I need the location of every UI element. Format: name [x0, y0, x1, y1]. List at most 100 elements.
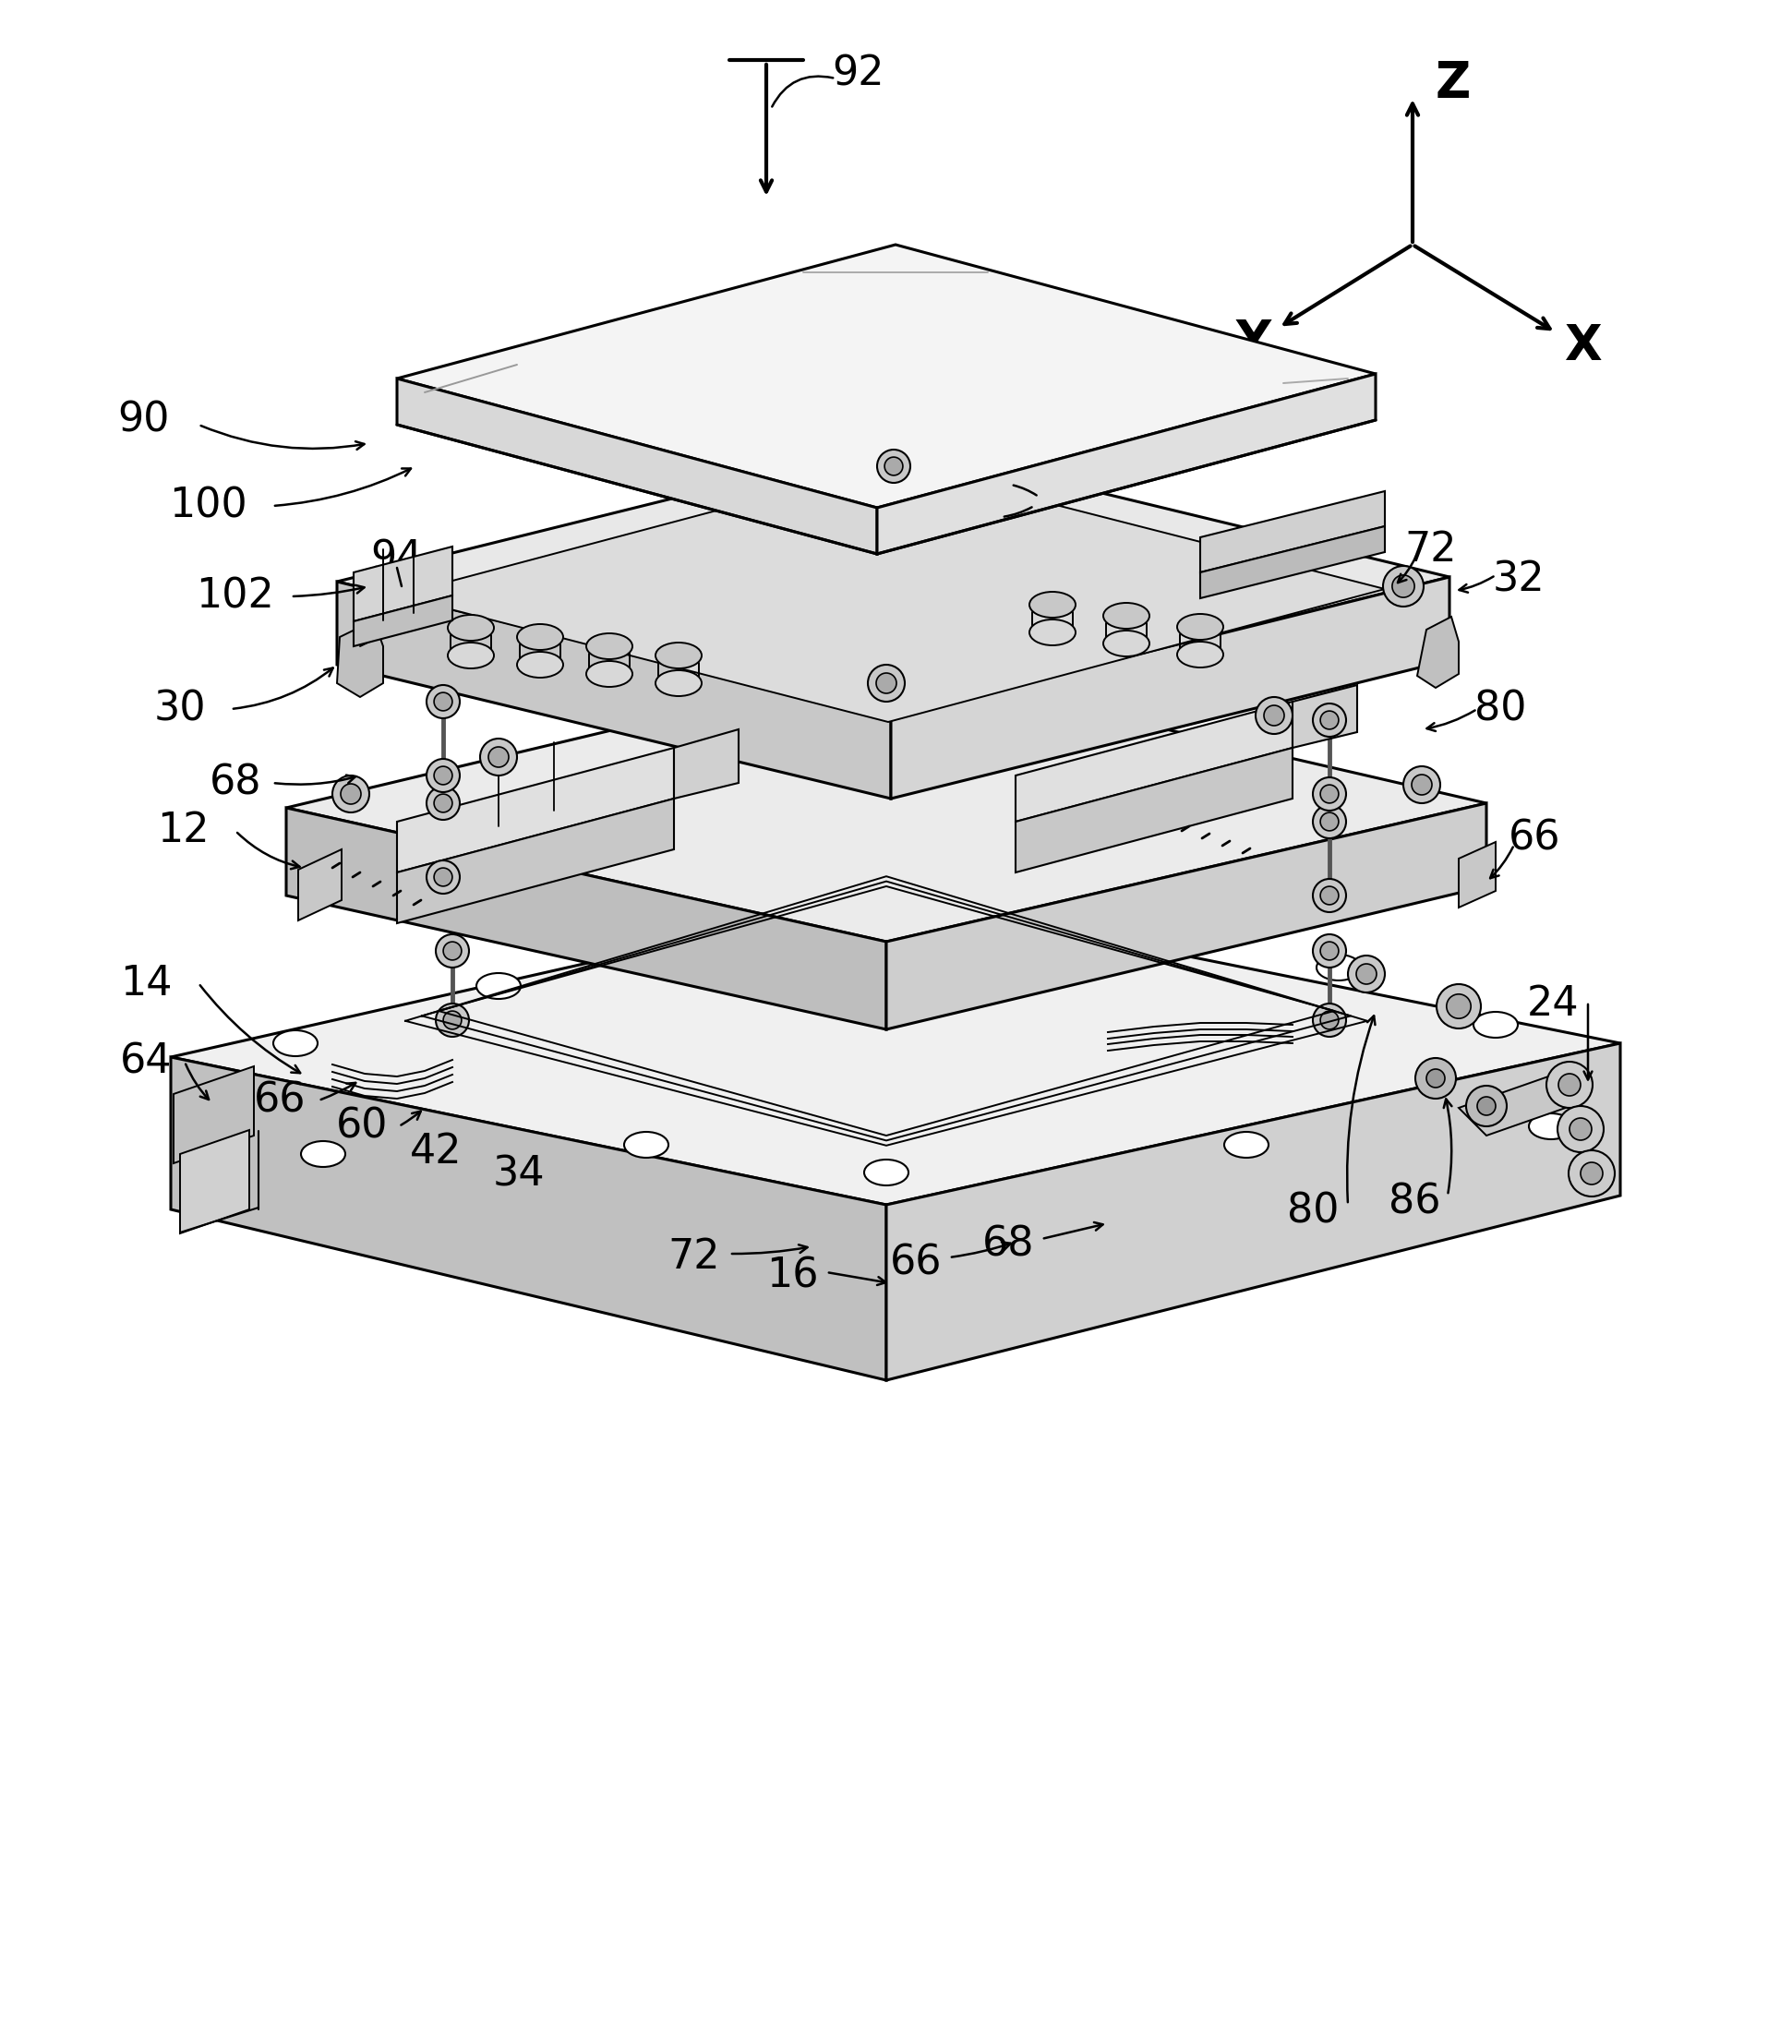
Polygon shape	[1016, 701, 1292, 822]
Polygon shape	[398, 245, 1376, 507]
Polygon shape	[337, 444, 1450, 715]
Ellipse shape	[656, 670, 702, 697]
Ellipse shape	[1473, 1012, 1518, 1038]
Circle shape	[435, 934, 470, 967]
Circle shape	[489, 746, 509, 766]
Text: 80: 80	[1475, 689, 1527, 730]
Text: 32: 32	[1493, 560, 1545, 599]
Text: 102: 102	[197, 576, 274, 615]
Circle shape	[1314, 879, 1346, 912]
Circle shape	[1426, 1069, 1444, 1087]
Circle shape	[1348, 955, 1385, 993]
Polygon shape	[170, 1057, 887, 1380]
Text: 16: 16	[765, 1255, 819, 1296]
Ellipse shape	[1224, 1132, 1269, 1157]
Circle shape	[434, 693, 452, 711]
Circle shape	[1446, 993, 1471, 1018]
Polygon shape	[1417, 617, 1459, 687]
Ellipse shape	[1104, 630, 1149, 656]
Circle shape	[1321, 785, 1339, 803]
Polygon shape	[1459, 1075, 1579, 1136]
Polygon shape	[1201, 491, 1385, 572]
Circle shape	[434, 869, 452, 887]
Polygon shape	[287, 807, 887, 1030]
Polygon shape	[887, 1042, 1620, 1380]
Ellipse shape	[1177, 613, 1224, 640]
Polygon shape	[1201, 525, 1385, 599]
Polygon shape	[1459, 842, 1496, 908]
Circle shape	[1314, 1004, 1346, 1036]
Text: 34: 34	[493, 1155, 545, 1194]
Text: 66: 66	[254, 1081, 306, 1120]
Circle shape	[1321, 887, 1339, 905]
Circle shape	[434, 766, 452, 785]
Circle shape	[443, 1012, 462, 1030]
Circle shape	[1263, 705, 1285, 726]
Text: 72: 72	[1405, 529, 1457, 568]
Circle shape	[1570, 1118, 1591, 1141]
Polygon shape	[170, 895, 1620, 1204]
Ellipse shape	[624, 1132, 668, 1157]
Polygon shape	[179, 1130, 249, 1233]
Circle shape	[885, 458, 903, 476]
Text: 68: 68	[210, 762, 262, 803]
Text: 96: 96	[975, 509, 1029, 548]
Circle shape	[1466, 1085, 1507, 1126]
Circle shape	[1314, 703, 1346, 736]
Ellipse shape	[586, 660, 633, 687]
Polygon shape	[876, 374, 1376, 554]
Circle shape	[434, 793, 452, 811]
Ellipse shape	[448, 642, 495, 668]
Circle shape	[1581, 1163, 1602, 1183]
Polygon shape	[398, 464, 1385, 722]
Text: Z: Z	[1435, 59, 1471, 106]
Circle shape	[426, 758, 461, 793]
Circle shape	[1403, 766, 1441, 803]
Circle shape	[1321, 711, 1339, 730]
Text: 60: 60	[335, 1106, 389, 1147]
Circle shape	[1557, 1106, 1604, 1153]
Text: 42: 42	[410, 1132, 462, 1171]
Circle shape	[1321, 814, 1339, 830]
Ellipse shape	[717, 934, 762, 959]
Circle shape	[1256, 697, 1292, 734]
Ellipse shape	[1529, 1114, 1573, 1139]
Circle shape	[1314, 805, 1346, 838]
Text: 12: 12	[156, 811, 210, 850]
Text: 100: 100	[168, 486, 247, 525]
Polygon shape	[337, 621, 383, 697]
Text: 68: 68	[982, 1224, 1034, 1265]
Text: 66: 66	[891, 1243, 943, 1284]
Polygon shape	[353, 595, 452, 646]
Text: Y: Y	[1236, 317, 1271, 366]
Ellipse shape	[1029, 619, 1075, 646]
Ellipse shape	[477, 973, 521, 1000]
Polygon shape	[174, 1067, 254, 1163]
Circle shape	[1314, 777, 1346, 811]
Ellipse shape	[1029, 593, 1075, 617]
Circle shape	[1383, 566, 1423, 607]
Circle shape	[426, 861, 461, 893]
Circle shape	[1392, 574, 1414, 597]
Circle shape	[1416, 1059, 1455, 1098]
Circle shape	[340, 783, 360, 803]
Circle shape	[426, 685, 461, 717]
Text: 90: 90	[116, 401, 168, 439]
Text: 80: 80	[1287, 1192, 1339, 1230]
Circle shape	[1437, 983, 1480, 1028]
Ellipse shape	[864, 1159, 909, 1186]
Ellipse shape	[586, 634, 633, 658]
Polygon shape	[398, 378, 876, 554]
Circle shape	[867, 664, 905, 701]
Ellipse shape	[1317, 955, 1360, 981]
Polygon shape	[887, 803, 1486, 1030]
Circle shape	[1546, 1061, 1593, 1108]
Circle shape	[1477, 1098, 1496, 1116]
Ellipse shape	[1104, 603, 1149, 630]
Circle shape	[332, 775, 369, 811]
Circle shape	[876, 672, 896, 693]
Text: 14: 14	[120, 963, 172, 1004]
Text: 94: 94	[371, 540, 423, 578]
Ellipse shape	[518, 623, 563, 650]
Ellipse shape	[272, 1030, 317, 1057]
